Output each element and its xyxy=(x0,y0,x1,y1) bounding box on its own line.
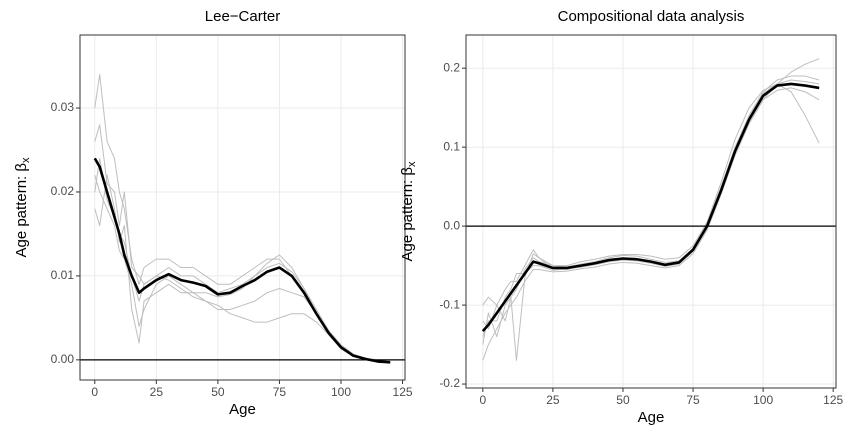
y-axis-label: Age pattern: βx xyxy=(399,161,418,262)
y-axis-label-subscript: x xyxy=(20,157,32,163)
x-tick-label: 100 xyxy=(753,393,773,407)
y-tick-label: -0.1 xyxy=(439,297,460,311)
y-tick-label: 0.03 xyxy=(51,100,75,114)
chart-title: Lee−Carter xyxy=(205,8,280,25)
y-axis-label-main: Age pattern: β xyxy=(13,163,30,258)
plot-background xyxy=(80,35,405,380)
x-tick-label: 75 xyxy=(273,385,287,399)
y-axis-label: Age pattern: βx xyxy=(13,157,32,258)
y-tick-label: 0.1 xyxy=(443,139,460,153)
panel: 0 25 50 75 100 125 -0.2 -0.1 0.0 0.1 0.2 Compositio… xyxy=(399,8,844,426)
y-tick-label: 0.0 xyxy=(443,218,460,232)
x-tick-label: 100 xyxy=(331,385,351,399)
x-tick-label: 25 xyxy=(150,385,164,399)
y-tick-label: 0.02 xyxy=(51,184,75,198)
x-tick-label: 75 xyxy=(686,393,700,407)
series-line xyxy=(93,157,391,364)
plot-border xyxy=(465,34,837,389)
chart-title: Compositional data analysis xyxy=(558,8,745,25)
plot-border xyxy=(79,34,406,381)
panel: 0 25 50 75 100 125 0.00 0.01 0.02 0.03 Lee−Carter A… xyxy=(13,8,413,418)
x-tick-label: 0 xyxy=(479,393,486,407)
x-tick-label: 125 xyxy=(823,393,843,407)
x-tick-label: 125 xyxy=(393,385,413,399)
plot-background xyxy=(466,35,836,388)
y-tick-label: 0.01 xyxy=(51,268,75,282)
y-axis-label-subscript: x xyxy=(406,161,418,167)
series-line xyxy=(481,82,820,333)
y-tick-label: -0.2 xyxy=(439,376,460,390)
x-tick-label: 25 xyxy=(546,393,560,407)
x-axis-label: Age xyxy=(638,409,665,426)
x-tick-label: 50 xyxy=(211,385,225,399)
y-axis-label-main: Age pattern: β xyxy=(399,167,416,262)
series-line xyxy=(482,83,820,306)
y-tick-label: 0.00 xyxy=(51,352,75,366)
x-tick-label: 50 xyxy=(616,393,630,407)
x-tick-label: 0 xyxy=(91,385,98,399)
x-axis-label: Age xyxy=(229,401,256,418)
series-line xyxy=(482,75,820,330)
y-tick-label: 0.2 xyxy=(443,60,460,74)
series-line xyxy=(482,87,820,337)
